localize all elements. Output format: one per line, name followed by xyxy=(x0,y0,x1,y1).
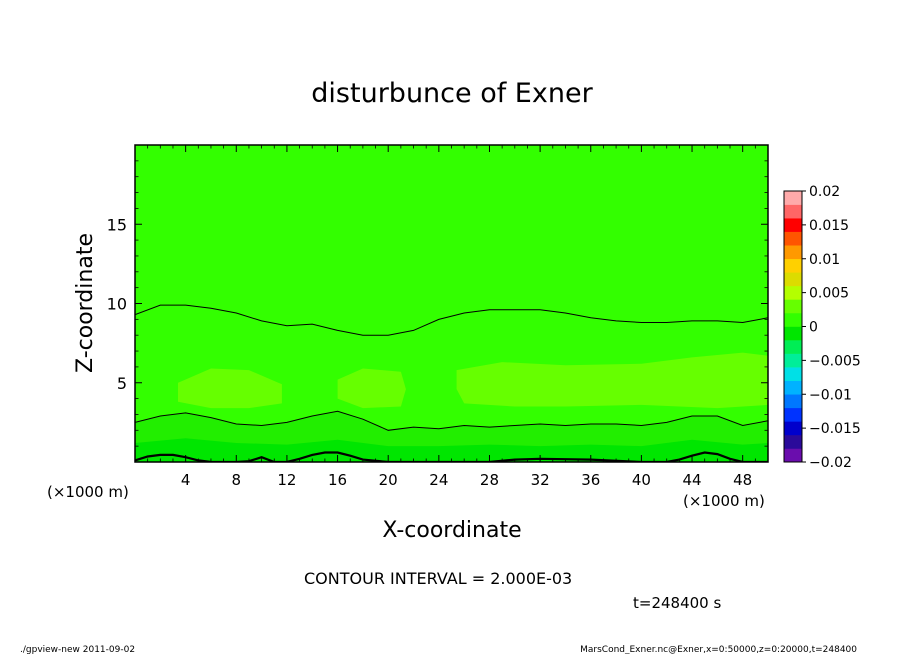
x-tick-label: 20 xyxy=(379,471,398,489)
colorbar-tick-label: −0.01 xyxy=(809,387,852,403)
y-axis-label: Z-coordinate xyxy=(73,233,98,373)
field-blob-1 xyxy=(178,368,282,409)
x-tick-label: 36 xyxy=(581,471,600,489)
colorbar-tick-label: −0.005 xyxy=(809,353,861,369)
x-axis-unit-left: (×1000 m) xyxy=(47,483,129,501)
contour-line-2 xyxy=(135,451,768,462)
x-tick-label: 8 xyxy=(232,471,242,489)
contour-interval: CONTOUR INTERVAL = 2.000E-03 xyxy=(304,569,572,588)
x-tick-label: 24 xyxy=(429,471,448,489)
colorbar-segment xyxy=(784,407,802,422)
colorbar-segment xyxy=(784,421,802,436)
x-tick-label: 44 xyxy=(682,471,701,489)
field-region-bottom xyxy=(135,438,768,462)
colorbar-segment xyxy=(784,434,802,449)
x-axis-label: X-coordinate xyxy=(382,518,521,543)
y-tick-label: 10 xyxy=(107,295,127,314)
y-tick-label: 5 xyxy=(117,374,127,393)
colorbar-tick-label: 0 xyxy=(809,320,818,336)
colorbar-tick-label: 0.015 xyxy=(809,218,849,234)
x-axis-ticks: 4 8 12 16 20 24 28 32 36 40 44 48 xyxy=(147,145,756,489)
contour-line-0 xyxy=(135,304,768,336)
colorbar-tick-label: −0.015 xyxy=(809,421,861,437)
x-tick-label: 32 xyxy=(531,471,550,489)
colorbar-segment xyxy=(784,204,802,219)
colorbar-segment xyxy=(784,353,802,368)
chart-title: disturbunce of Exner xyxy=(311,78,593,109)
contour-line-1 xyxy=(135,410,768,431)
colorbar-segment xyxy=(784,272,802,287)
colorbar-segment xyxy=(784,367,802,381)
colorbar-segment xyxy=(784,448,802,463)
x-tick-label: 40 xyxy=(632,471,651,489)
x-tick-label: 48 xyxy=(733,471,752,489)
colorbar-segment xyxy=(784,340,802,354)
colorbar-segment xyxy=(784,231,802,246)
colorbar-segment xyxy=(784,285,802,300)
colorbar-segment xyxy=(784,218,802,232)
x-tick-label: 4 xyxy=(181,471,191,489)
time-label: t=248400 s xyxy=(633,594,721,612)
field-blob-2 xyxy=(337,368,406,409)
colorbar-segment xyxy=(784,394,802,409)
colorbar-tick-label: 0.005 xyxy=(809,286,849,302)
y-tick-label: 15 xyxy=(107,215,127,234)
colorbar-tick-label: 0.01 xyxy=(809,252,840,268)
colorbar-segment xyxy=(784,380,802,395)
colorbar: 0.02 0.015 0.01 0.005 0 −0.005 −0.01 −0.015 −0.0… xyxy=(783,184,861,471)
x-tick-label: 28 xyxy=(480,471,499,489)
colorbar-segment xyxy=(784,299,802,314)
colorbar-segment xyxy=(784,326,802,341)
colorbar-segment xyxy=(784,245,802,260)
x-tick-label: 16 xyxy=(328,471,347,489)
x-axis-unit-right: (×1000 m) xyxy=(683,492,765,510)
footer-left: ./gpview-new 2011-09-02 xyxy=(20,645,135,654)
colorbar-tick-label: 0.02 xyxy=(809,184,840,200)
footer-right: MarsCond_Exner.nc@Exner,x=0:50000,z=0:20… xyxy=(580,645,857,654)
colorbar-segment xyxy=(784,312,802,327)
contour-field xyxy=(135,145,768,462)
x-tick-label: 12 xyxy=(277,471,296,489)
colorbar-segment xyxy=(784,191,802,205)
colorbar-segment xyxy=(784,258,802,273)
field-blob-3 xyxy=(456,352,768,409)
colorbar-tick-label: −0.02 xyxy=(809,455,852,471)
contour-lines xyxy=(135,304,768,462)
y-axis-ticks: 5 10 15 xyxy=(107,160,768,447)
